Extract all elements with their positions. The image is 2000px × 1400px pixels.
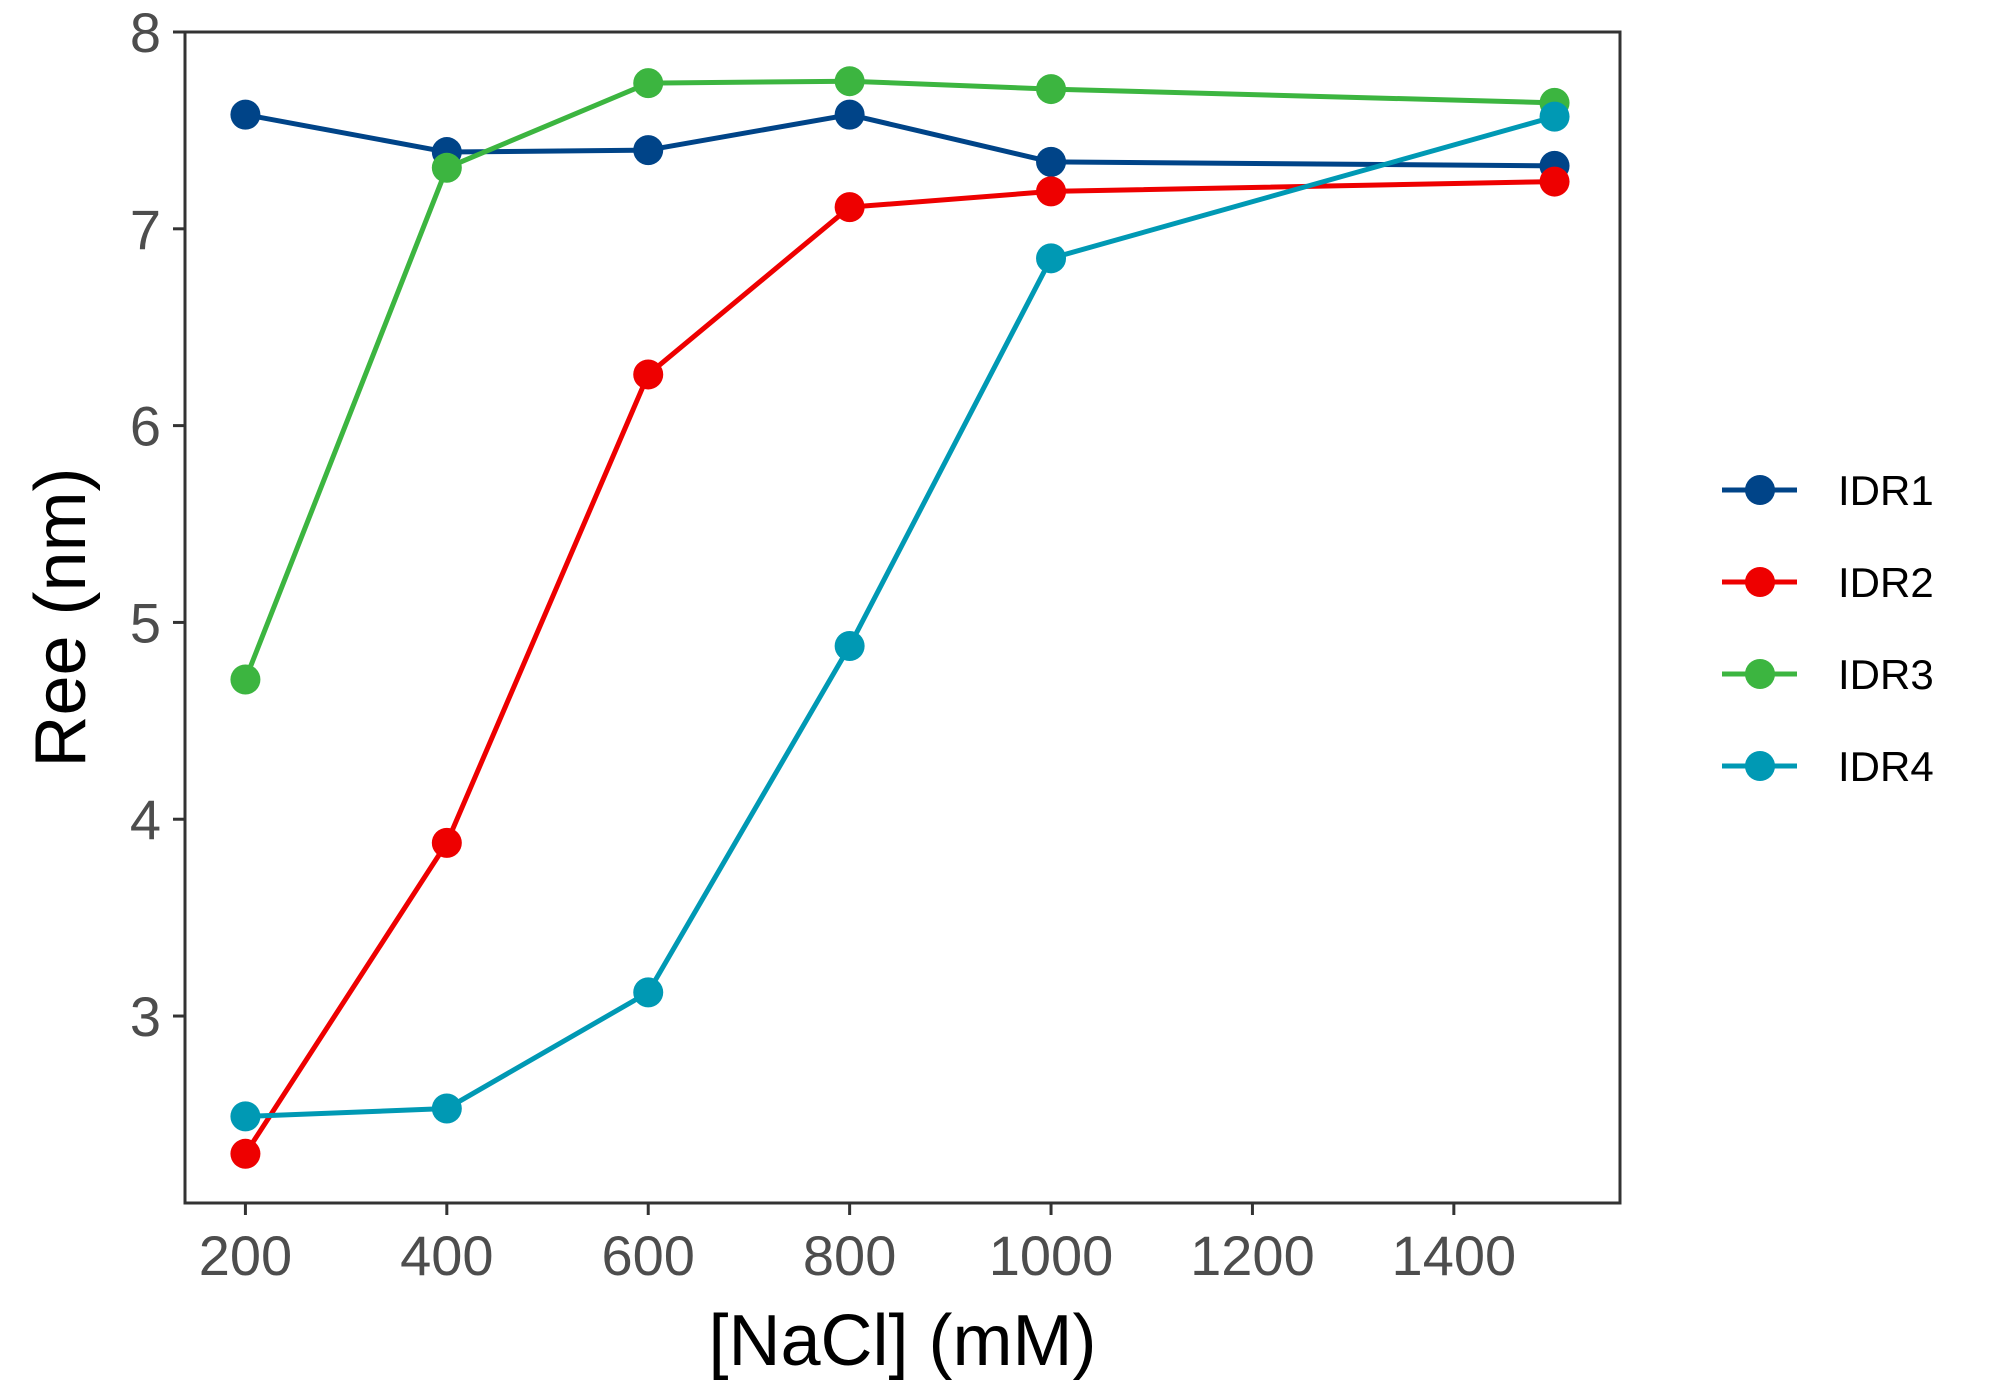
data-point-idr2 xyxy=(1540,167,1570,197)
x-tick-label: 1200 xyxy=(1190,1224,1315,1287)
x-tick-label: 1400 xyxy=(1392,1224,1517,1287)
x-tick-label: 1000 xyxy=(989,1224,1114,1287)
legend-label: IDR3 xyxy=(1838,651,1934,698)
data-point-idr3 xyxy=(835,66,865,96)
data-point-idr4 xyxy=(1540,102,1570,132)
data-point-idr1 xyxy=(230,100,260,130)
y-tick-label: 3 xyxy=(130,985,161,1048)
data-point-idr2 xyxy=(432,828,462,858)
data-point-idr4 xyxy=(835,631,865,661)
y-tick-label: 6 xyxy=(130,395,161,458)
x-tick-label: 800 xyxy=(803,1224,896,1287)
y-tick-label: 5 xyxy=(130,591,161,654)
x-tick-label: 200 xyxy=(199,1224,292,1287)
legend-label: IDR2 xyxy=(1838,559,1934,606)
y-tick-label: 4 xyxy=(130,788,161,851)
data-point-idr2 xyxy=(835,192,865,222)
data-point-idr3 xyxy=(633,68,663,98)
data-point-idr2 xyxy=(1036,176,1066,206)
data-point-idr3 xyxy=(432,153,462,183)
x-tick-label: 400 xyxy=(400,1224,493,1287)
data-point-idr1 xyxy=(1036,147,1066,177)
data-point-idr1 xyxy=(633,135,663,165)
y-axis-title: Ree (nm) xyxy=(21,467,101,767)
data-point-idr3 xyxy=(1036,74,1066,104)
y-tick-label: 8 xyxy=(130,1,161,64)
x-axis-title: [NaCl] (mM) xyxy=(709,1301,1097,1381)
legend-key-point xyxy=(1745,475,1775,505)
data-point-idr3 xyxy=(230,664,260,694)
legend-key-point xyxy=(1745,751,1775,781)
data-point-idr4 xyxy=(432,1094,462,1124)
data-point-idr2 xyxy=(230,1139,260,1169)
x-tick-label: 600 xyxy=(602,1224,695,1287)
data-point-idr2 xyxy=(633,359,663,389)
y-tick-label: 7 xyxy=(130,198,161,261)
data-point-idr4 xyxy=(633,977,663,1007)
data-point-idr1 xyxy=(835,100,865,130)
legend-key-point xyxy=(1745,567,1775,597)
data-point-idr4 xyxy=(1036,243,1066,273)
legend-label: IDR4 xyxy=(1838,743,1934,790)
legend-label: IDR1 xyxy=(1838,467,1934,514)
legend-key-point xyxy=(1745,659,1775,689)
data-point-idr4 xyxy=(230,1101,260,1131)
